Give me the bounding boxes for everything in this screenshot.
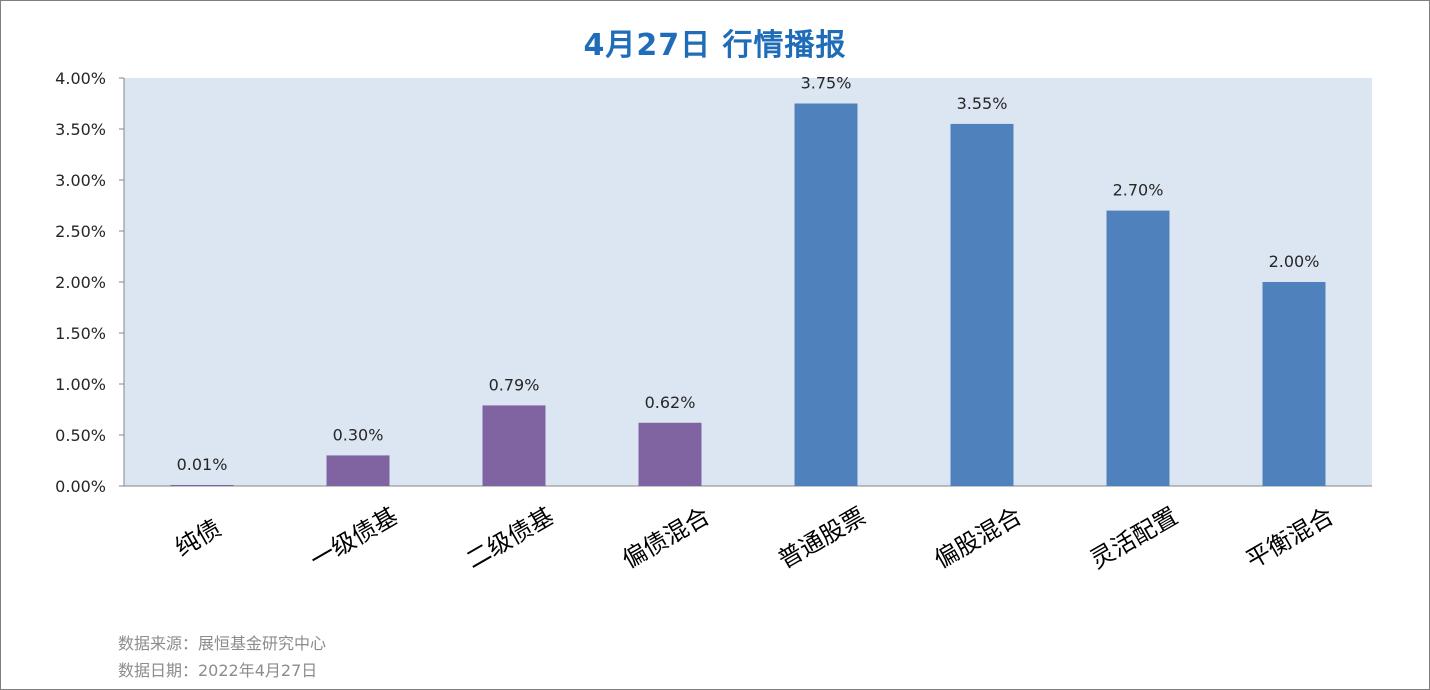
bar-6 <box>950 123 1014 487</box>
x-tick-label: 平衡混合 <box>1241 502 1338 574</box>
data-source-note: 数据来源：展恒基金研究中心 <box>118 634 327 653</box>
bar-4 <box>638 422 702 486</box>
data-label: 2.00% <box>1269 252 1320 271</box>
bar-1 <box>170 484 234 486</box>
data-label: 2.70% <box>1113 181 1164 200</box>
x-tick-label: 偏债混合 <box>617 502 714 574</box>
bar-7 <box>1106 210 1170 486</box>
x-tick-label: 灵活配置 <box>1085 502 1182 574</box>
data-label: 0.01% <box>177 455 228 474</box>
x-tick-label: 普通股票 <box>773 502 870 574</box>
x-tick-label: 二级债基 <box>461 502 558 574</box>
data-label: 0.62% <box>645 393 696 412</box>
y-tick-label: 1.00% <box>55 375 106 394</box>
data-label: 0.79% <box>489 375 540 394</box>
chart-title: 4月27日 行情播报 <box>583 28 847 63</box>
bar-2 <box>326 455 390 486</box>
y-tick-label: 4.00% <box>55 69 106 88</box>
data-date-note: 数据日期：2022年4月27日 <box>118 661 318 680</box>
data-label: 3.55% <box>957 94 1008 113</box>
y-tick-label: 0.50% <box>55 426 106 445</box>
plot-area <box>124 78 1372 486</box>
x-tick-label: 一级债基 <box>305 502 402 574</box>
data-label: 0.30% <box>333 425 384 444</box>
y-tick-label: 2.50% <box>55 222 106 241</box>
x-tick-label: 纯债 <box>170 514 226 562</box>
y-tick-label: 0.00% <box>55 477 106 496</box>
y-tick-label: 3.50% <box>55 120 106 139</box>
bar-5 <box>794 103 858 486</box>
bar-8 <box>1262 282 1326 486</box>
y-tick-label: 1.50% <box>55 324 106 343</box>
y-tick-label: 3.00% <box>55 171 106 190</box>
bar-3 <box>482 405 546 486</box>
data-label: 3.75% <box>801 74 852 93</box>
y-tick-label: 2.00% <box>55 273 106 292</box>
x-tick-label: 偏股混合 <box>929 502 1026 574</box>
